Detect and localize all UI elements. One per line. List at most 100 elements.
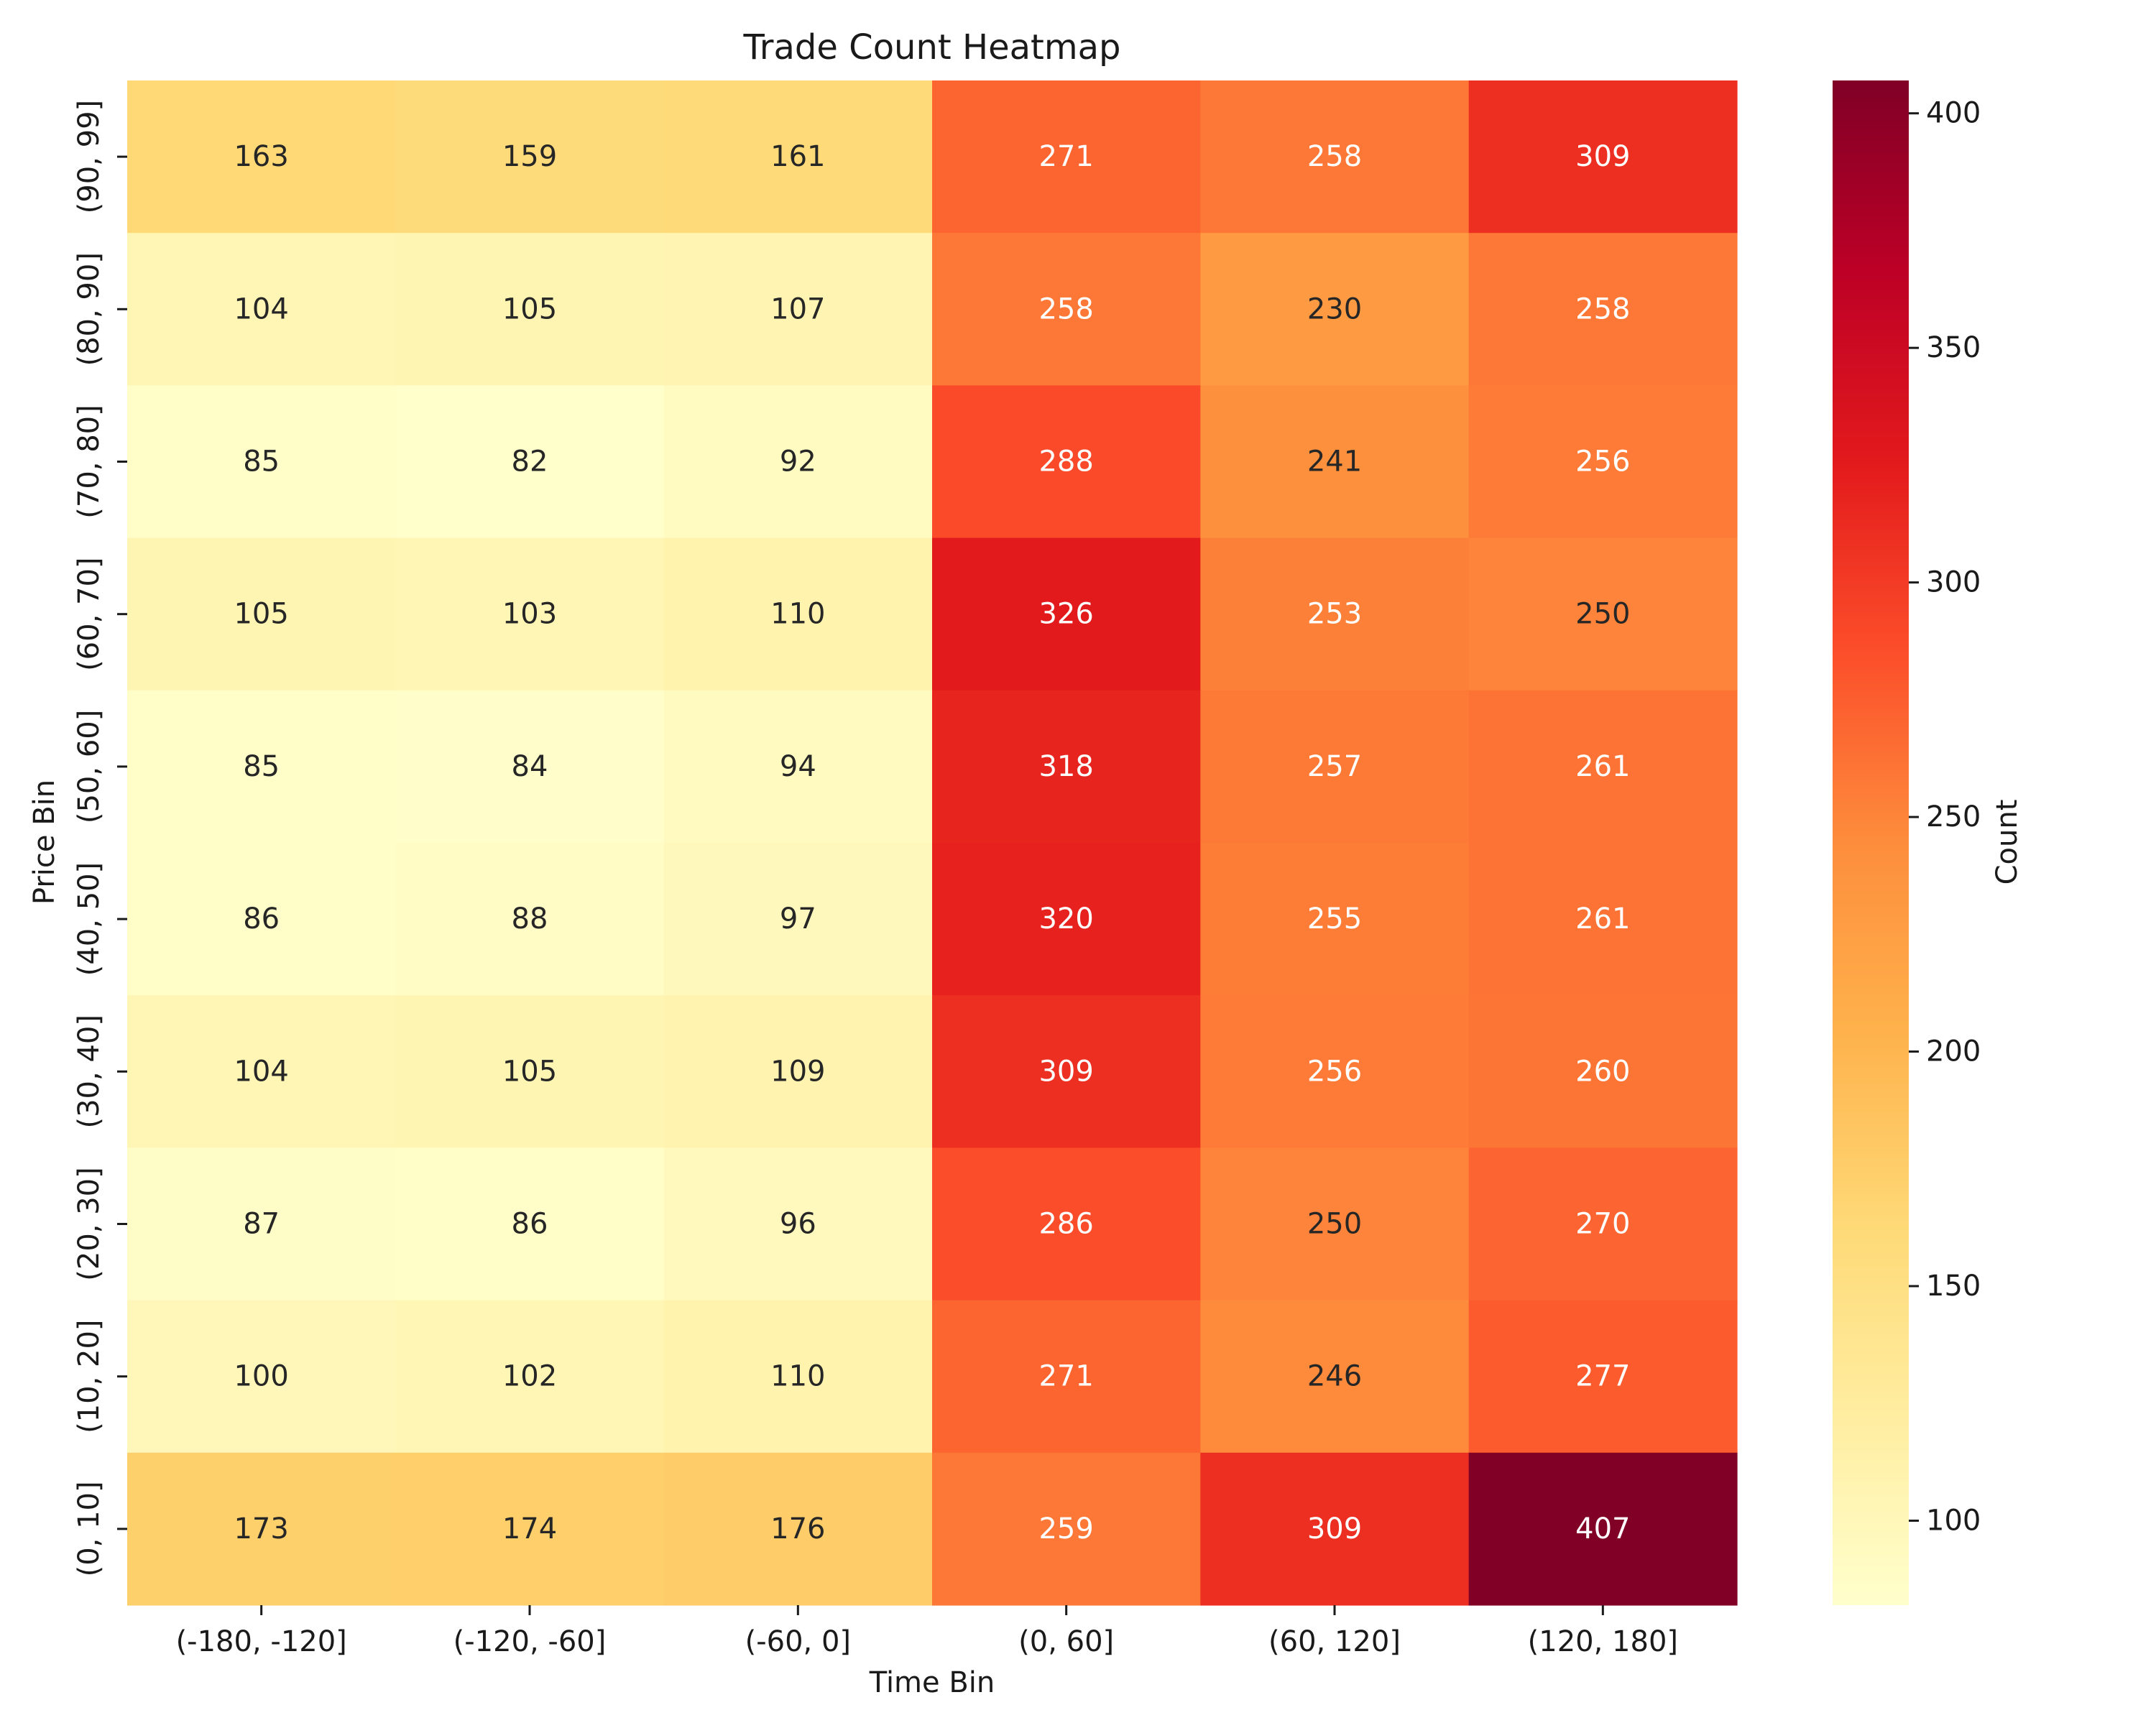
heatmap-cell — [395, 537, 665, 691]
cell-value-label: 105 — [502, 292, 557, 325]
heatmap-cell — [395, 80, 665, 234]
heatmap-cell — [663, 1452, 933, 1606]
y-tick-label: (70, 80] — [73, 405, 106, 518]
heatmap-cell — [395, 233, 665, 386]
cell-value-label: 230 — [1307, 292, 1362, 325]
heatmap-cell — [127, 537, 396, 691]
cell-value-label: 271 — [1038, 1360, 1093, 1393]
heatmap-cell — [1468, 843, 1738, 996]
cell-value-label: 88 — [512, 902, 548, 935]
colorbar-tick-label: 400 — [1926, 97, 1981, 130]
heatmap-cell — [1200, 537, 1470, 691]
cell-value-label: 326 — [1038, 598, 1093, 631]
heatmap-cell — [663, 385, 933, 539]
heatmap-cell — [663, 843, 933, 996]
cell-value-label: 173 — [234, 1512, 288, 1546]
heatmap-cell — [1200, 995, 1470, 1148]
heatmap-cell — [932, 843, 1201, 996]
colorbar-tick-label: 150 — [1926, 1270, 1981, 1303]
colorbar-tick-label: 200 — [1926, 1035, 1981, 1068]
cell-value-label: 246 — [1307, 1360, 1362, 1393]
cell-value-label: 407 — [1575, 1512, 1630, 1546]
cell-value-label: 258 — [1575, 292, 1630, 325]
colorbar-tick-label: 300 — [1926, 566, 1981, 599]
chart-title: Trade Count Heatmap — [743, 27, 1121, 68]
cell-value-label: 94 — [780, 750, 816, 783]
y-axis-label: Price Bin — [28, 780, 61, 905]
heatmap-cell — [1468, 1452, 1738, 1606]
x-tick-label: (120, 180] — [1528, 1625, 1678, 1658]
cell-value-label: 100 — [234, 1360, 288, 1393]
cell-value-label: 258 — [1307, 140, 1362, 173]
y-axis: (90, 99] (80, 90] (70, 80] (60, 70] (50, 60]… — [73, 100, 127, 1576]
y-tick-label: (90, 99] — [73, 100, 106, 213]
cell-value-label: 309 — [1307, 1512, 1362, 1546]
x-tick-label: (-180, -120] — [176, 1625, 347, 1658]
cell-value-label: 85 — [243, 750, 280, 783]
cell-value-label: 241 — [1307, 445, 1362, 479]
heatmap-cell — [1468, 80, 1738, 234]
heatmap-cell — [1200, 843, 1470, 996]
cell-value-label: 256 — [1307, 1055, 1362, 1088]
cell-value-label: 105 — [502, 1055, 557, 1088]
heatmap-cell — [932, 690, 1201, 844]
heatmap-cell — [395, 843, 665, 996]
x-axis: (-180, -120] (-120, -60] (-60, 0] (0, 60] (6… — [176, 1605, 1678, 1658]
heatmap-cell — [932, 233, 1201, 386]
heatmap-cell — [127, 1300, 396, 1454]
heatmap-cell — [932, 80, 1201, 234]
cell-value-label: 174 — [502, 1512, 557, 1546]
heatmap-cell — [1200, 385, 1470, 539]
cell-value-label: 288 — [1038, 445, 1093, 479]
heatmap-cell — [395, 995, 665, 1148]
cell-value-label: 253 — [1307, 598, 1362, 631]
cell-value-label: 260 — [1575, 1055, 1630, 1088]
cell-value-label: 176 — [770, 1512, 825, 1546]
cell-value-label: 82 — [512, 445, 548, 479]
heatmap-cell — [395, 385, 665, 539]
cell-value-label: 104 — [234, 292, 288, 325]
cell-value-label: 110 — [770, 598, 825, 631]
heatmap-cell — [127, 690, 396, 844]
cell-value-label: 259 — [1038, 1512, 1093, 1546]
cell-value-label: 86 — [243, 902, 280, 935]
heatmap-cell — [127, 233, 396, 386]
y-tick-label: (60, 70] — [73, 557, 106, 670]
x-tick-label: (-120, -60] — [453, 1625, 607, 1658]
heatmap-cell — [127, 843, 396, 996]
heatmap-cell — [127, 995, 396, 1148]
x-tick-label: (60, 120] — [1268, 1625, 1401, 1658]
cell-value-label: 286 — [1038, 1208, 1093, 1241]
cell-value-label: 110 — [770, 1360, 825, 1393]
cell-value-label: 250 — [1307, 1208, 1362, 1241]
colorbar-label: Count — [1991, 800, 2024, 885]
heatmap-cell — [127, 1147, 396, 1301]
cell-value-label: 85 — [243, 445, 280, 479]
heatmap-cell — [663, 80, 933, 234]
cell-value-label: 84 — [512, 750, 548, 783]
y-tick-label: (40, 50] — [73, 862, 106, 976]
heatmap-cell — [1468, 690, 1738, 844]
cell-value-label: 92 — [780, 445, 816, 479]
cell-value-label: 271 — [1038, 140, 1093, 173]
heatmap-cell — [932, 537, 1201, 691]
heatmap-cell — [395, 1452, 665, 1606]
cell-value-label: 103 — [502, 598, 557, 631]
y-tick-label: (10, 20] — [73, 1319, 106, 1433]
colorbar-tick-label: 350 — [1926, 331, 1981, 364]
heatmap-cell — [663, 233, 933, 386]
cell-value-label: 277 — [1575, 1360, 1630, 1393]
heatmap-cell — [395, 690, 665, 844]
colorbar: 100 150 200 250 300 350 400 Count — [1833, 80, 2024, 1605]
cell-value-label: 261 — [1575, 902, 1630, 935]
heatmap-cell — [1468, 995, 1738, 1148]
cell-value-label: 161 — [770, 140, 825, 173]
cell-value-label: 105 — [234, 598, 288, 631]
x-tick-label: (-60, 0] — [745, 1625, 851, 1658]
cell-value-label: 102 — [502, 1360, 557, 1393]
heatmap-cell — [1200, 690, 1470, 844]
y-tick-label: (30, 40] — [73, 1015, 106, 1128]
heatmap-cell — [1200, 233, 1470, 386]
heatmap-cells: 163 159 161 271 258 309 104 105 107 258 230 258 85 82… — [127, 80, 1738, 1606]
